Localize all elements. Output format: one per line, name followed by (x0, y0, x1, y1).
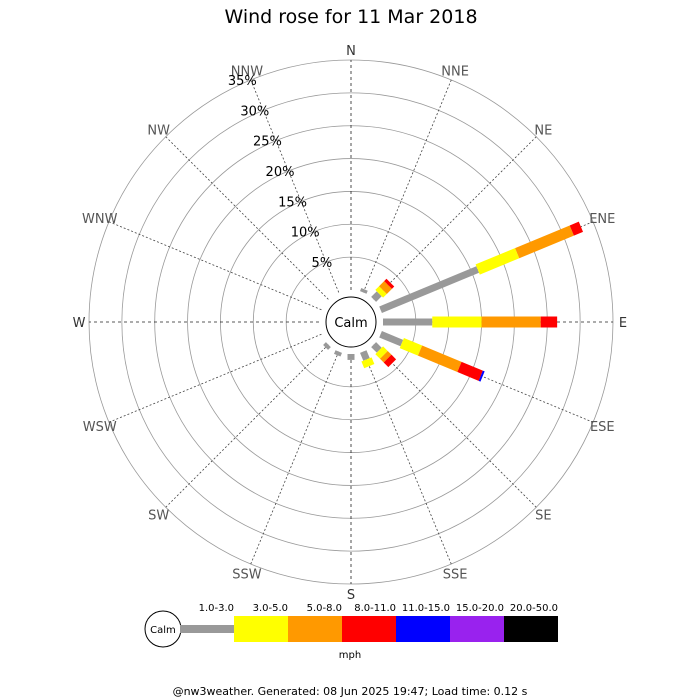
legend-swatch-2 (288, 616, 342, 642)
radial-tick-label: 30% (240, 104, 269, 119)
legend-bin-label: 5.0-8.0 (307, 603, 342, 614)
legend-bin-label: 15.0-20.0 (456, 603, 504, 614)
bar-segment-ese-4 (478, 370, 485, 382)
bar-segment-ese-2 (417, 345, 462, 373)
radial-tick-label: 35% (228, 74, 257, 89)
bar-sse (360, 350, 375, 369)
direction-label-ese: ESE (590, 420, 615, 435)
radial-tick-label: 5% (312, 256, 333, 271)
bar-segment-e-1 (432, 316, 482, 328)
direction-label-w: W (73, 316, 86, 331)
bar-segment-ne-3 (384, 278, 395, 289)
bar-segment-se-1 (375, 346, 388, 359)
legend: Calm 1.0-3.0 3.0-5.0 5.0-8.0 8.0-11.0 11.0-1… (144, 603, 558, 661)
direction-label-wsw: WSW (83, 420, 117, 435)
legend-swatch-4 (396, 616, 450, 642)
direction-label-nnw: NNW (231, 65, 263, 80)
bar-s (347, 354, 355, 360)
calm-label: Calm (334, 316, 367, 331)
spoke-nne (362, 79, 452, 293)
direction-label-se: SE (535, 508, 551, 523)
bar-segment-ne-0 (371, 291, 382, 302)
bar-ese (379, 331, 485, 382)
radial-tick-label: 10% (291, 226, 320, 241)
bar-segment-s-0 (347, 354, 355, 360)
chart-title: Wind rose for 11 Mar 2018 (224, 6, 477, 28)
bar-segment-ne-2 (379, 281, 392, 294)
bar-segment-ene-1 (475, 248, 520, 275)
legend-bin-label: 1.0-3.0 (199, 603, 234, 614)
spoke-sw (165, 344, 329, 508)
legend-bin-label: 3.0-5.0 (253, 603, 288, 614)
direction-labels: N NNE NE ENE E ESE SE SSE S SSW SW WSW W WNW NW NNW (73, 44, 628, 603)
direction-label-ene: ENE (589, 212, 615, 227)
bar-segment-se-2 (379, 350, 392, 363)
footer-text: @nw3weather. Generated: 08 Jun 2025 19:4… (173, 685, 528, 698)
spoke-wsw (108, 333, 322, 423)
bar-segment-ene-3 (569, 221, 584, 236)
bar-segment-se-0 (371, 342, 382, 353)
direction-label-nw: NW (147, 124, 170, 139)
legend-bin-label: 20.0-50.0 (510, 603, 558, 614)
bar-segment-ene-2 (515, 225, 574, 259)
direction-label-nne: NNE (441, 65, 469, 80)
bar-segment-ese-1 (399, 337, 423, 356)
spoke-nw (165, 136, 329, 300)
direction-label-s: S (347, 588, 355, 603)
ring-30 (121, 92, 581, 552)
wind-bars (323, 221, 584, 382)
legend-swatch-5 (450, 616, 504, 642)
bar-segment-sw-0 (323, 342, 331, 350)
legend-calm-label: Calm (150, 625, 176, 636)
direction-label-sw: SW (148, 508, 169, 523)
spoke-ssw (250, 351, 340, 565)
spoke-ne (373, 136, 537, 300)
spoke-sse (362, 351, 452, 565)
spoke-wnw (108, 221, 322, 311)
bar-segment-sse-0 (360, 350, 370, 361)
bar-nne (360, 288, 368, 294)
direction-label-ne: NE (534, 124, 552, 139)
radial-tick-label: 20% (266, 165, 295, 180)
bar-se (371, 342, 397, 368)
calm-circle (325, 296, 377, 348)
bar-ene (379, 221, 584, 313)
bar-segment-ese-0 (379, 331, 404, 347)
bar-segment-se-3 (383, 354, 397, 368)
direction-label-wnw: WNW (82, 212, 118, 227)
bar-segment-sse-1 (361, 357, 375, 369)
bar-e (383, 316, 558, 328)
bar-ne (371, 278, 395, 302)
bar-segment-ssw-0 (334, 350, 342, 357)
radial-tick-label: 25% (253, 135, 282, 150)
legend-swatch-0 (180, 625, 234, 633)
direction-label-sse: SSE (443, 567, 468, 582)
bar-segment-ese-3 (457, 361, 483, 381)
bar-segment-e-3 (540, 316, 558, 328)
bar-segment-ne-1 (375, 286, 387, 298)
direction-label-ssw: SSW (232, 567, 262, 582)
bar-segment-nne-0 (360, 288, 368, 294)
legend-swatch-3 (342, 616, 396, 642)
direction-label-e: E (619, 316, 627, 331)
legend-bin-label: 11.0-15.0 (402, 603, 450, 614)
bar-sw (323, 342, 331, 350)
legend-swatch-1 (234, 616, 288, 642)
legend-unit: mph (339, 650, 361, 661)
legend-swatch-6 (504, 616, 558, 642)
bar-segment-ene-0 (379, 266, 480, 313)
legend-bin-label: 8.0-11.0 (354, 603, 396, 614)
radial-tick-label: 15% (278, 195, 307, 210)
bar-segment-e-2 (481, 316, 541, 328)
bar-segment-e-0 (383, 318, 433, 326)
direction-label-n: N (346, 44, 356, 59)
radial-tick-labels: 5% 10% 15% 20% 25% 30% 35% (228, 74, 332, 271)
bar-ssw (334, 350, 342, 357)
